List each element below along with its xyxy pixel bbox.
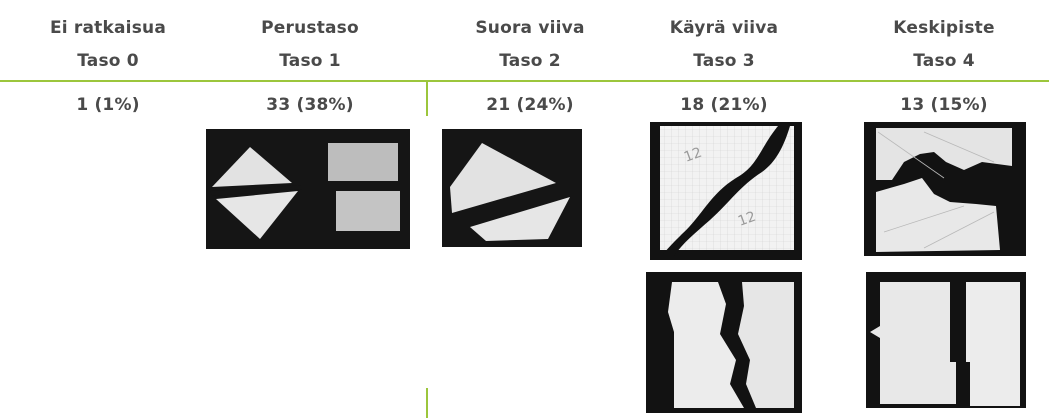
column-divider-bottom: [426, 388, 428, 418]
column-title-taso-4: Keskipiste: [893, 18, 995, 38]
column-count-taso-3: 18 (21%): [680, 95, 768, 115]
photo-taso-4-center-point: [864, 122, 1026, 256]
column-level-taso-2: Taso 2: [499, 51, 561, 71]
photo-taso-2-straight-line: [442, 129, 582, 247]
column-level-taso-4: Taso 4: [913, 51, 975, 71]
handwritten-label-a: 12: [682, 145, 704, 166]
column-count-taso-2: 21 (24%): [486, 95, 574, 115]
column-title-taso-2: Suora viiva: [475, 18, 585, 38]
column-level-taso-1: Taso 1: [279, 51, 341, 71]
handwritten-label-b: 12: [736, 209, 758, 230]
header-divider: [0, 80, 1049, 82]
column-count-taso-1: 33 (38%): [266, 95, 354, 115]
photo-taso-3-zigzag: [646, 272, 802, 413]
column-count-taso-4: 13 (15%): [900, 95, 988, 115]
column-level-taso-0: Taso 0: [77, 51, 139, 71]
column-count-taso-0: 1 (1%): [76, 95, 140, 115]
column-title-taso-0: Ei ratkaisua: [49, 18, 167, 38]
column-title-taso-1: Perustaso: [261, 18, 359, 38]
column-level-taso-3: Taso 3: [693, 51, 755, 71]
photo-taso-3-curved-line-grid: 12 12: [650, 122, 802, 260]
column-title-taso-3: Käyrä viiva: [669, 18, 779, 38]
photo-taso-1-basic-cut: [206, 129, 410, 249]
column-divider-top: [426, 82, 428, 116]
photo-taso-4-rectangles: [866, 272, 1026, 408]
